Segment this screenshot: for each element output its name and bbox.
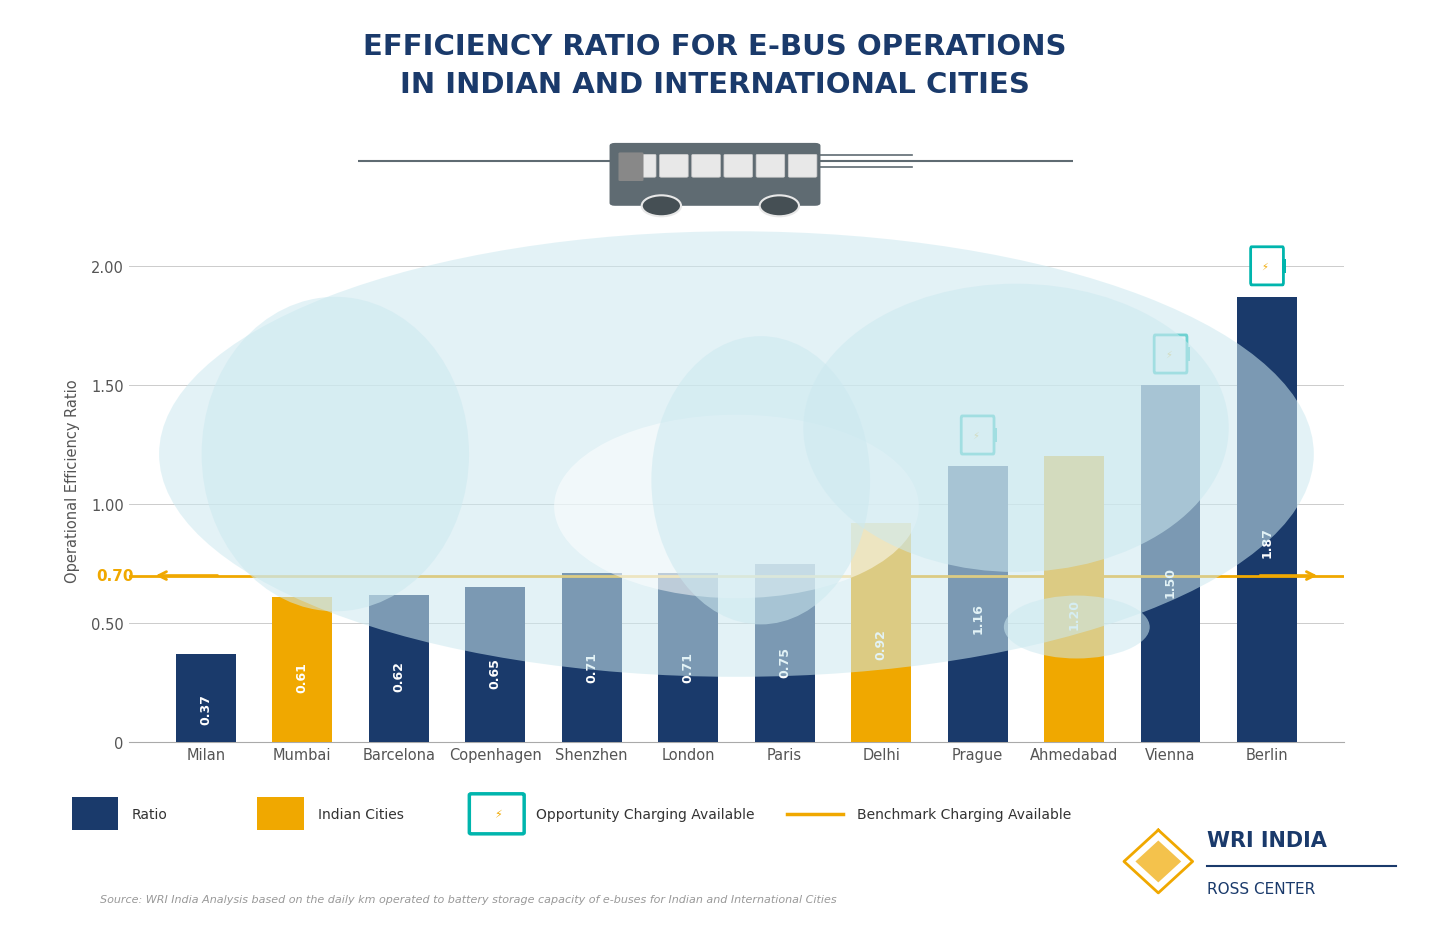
Text: ⚡: ⚡ — [493, 809, 502, 819]
Bar — [1141, 386, 1200, 743]
Bar — [1044, 457, 1104, 743]
FancyBboxPatch shape — [659, 155, 688, 178]
Ellipse shape — [652, 337, 869, 625]
FancyBboxPatch shape — [1154, 336, 1187, 373]
Bar — [1283, 260, 1287, 273]
FancyBboxPatch shape — [724, 155, 752, 178]
Text: ROSS CENTER: ROSS CENTER — [1207, 882, 1316, 896]
Text: 0.61: 0.61 — [296, 662, 309, 693]
Bar — [273, 598, 332, 743]
Circle shape — [642, 196, 681, 217]
Ellipse shape — [804, 285, 1228, 572]
Text: Source: WRI India Analysis based on the daily km operated to battery storage cap: Source: WRI India Analysis based on the … — [100, 895, 837, 904]
Bar — [1237, 297, 1297, 743]
FancyBboxPatch shape — [469, 794, 525, 834]
Circle shape — [759, 196, 799, 217]
Text: 0.70: 0.70 — [96, 568, 133, 584]
Bar — [562, 573, 622, 743]
Bar — [658, 573, 718, 743]
Text: 0.37: 0.37 — [199, 694, 213, 724]
Bar — [948, 466, 1008, 743]
Text: 1.87: 1.87 — [1260, 526, 1274, 558]
Text: WRI INDIA: WRI INDIA — [1207, 831, 1327, 850]
Text: 0.71: 0.71 — [585, 651, 598, 682]
Text: 0.71: 0.71 — [682, 651, 695, 682]
Text: 0.65: 0.65 — [489, 658, 502, 688]
Bar — [755, 564, 815, 743]
Text: 1.50: 1.50 — [1164, 566, 1177, 598]
Text: EFFICIENCY RATIO FOR E-BUS OPERATIONS: EFFICIENCY RATIO FOR E-BUS OPERATIONS — [363, 33, 1067, 61]
FancyBboxPatch shape — [628, 155, 656, 178]
Text: Opportunity Charging Available: Opportunity Charging Available — [536, 807, 755, 821]
FancyBboxPatch shape — [961, 417, 994, 455]
Bar — [851, 524, 911, 743]
Text: Ratio: Ratio — [132, 807, 167, 821]
Text: 0.75: 0.75 — [778, 646, 791, 678]
Text: ⚡: ⚡ — [1165, 349, 1173, 360]
FancyBboxPatch shape — [692, 155, 721, 178]
Text: ⚡: ⚡ — [972, 430, 980, 441]
Bar — [1185, 348, 1190, 362]
Text: Benchmark Charging Available: Benchmark Charging Available — [857, 807, 1071, 821]
Bar — [465, 588, 525, 743]
Text: Indian Cities: Indian Cities — [317, 807, 403, 821]
Ellipse shape — [202, 297, 469, 612]
Ellipse shape — [1004, 596, 1150, 659]
Text: 1.16: 1.16 — [971, 603, 984, 634]
FancyBboxPatch shape — [1251, 248, 1283, 286]
Polygon shape — [1135, 841, 1181, 883]
Text: 1.20: 1.20 — [1068, 599, 1081, 629]
Text: IN INDIAN AND INTERNATIONAL CITIES: IN INDIAN AND INTERNATIONAL CITIES — [400, 71, 1030, 99]
Bar — [72, 798, 117, 830]
Bar — [992, 428, 997, 442]
Ellipse shape — [159, 232, 1314, 677]
Text: 0.92: 0.92 — [875, 628, 888, 660]
Y-axis label: Operational Efficiency Ratio: Operational Efficiency Ratio — [64, 379, 80, 583]
FancyBboxPatch shape — [609, 144, 821, 207]
Ellipse shape — [553, 415, 918, 599]
FancyBboxPatch shape — [756, 155, 785, 178]
Bar — [176, 655, 236, 743]
FancyBboxPatch shape — [788, 155, 817, 178]
Bar — [257, 798, 305, 830]
Text: 0.62: 0.62 — [392, 661, 405, 691]
FancyBboxPatch shape — [618, 153, 644, 182]
Bar — [369, 595, 429, 743]
Text: ⚡: ⚡ — [1261, 262, 1268, 271]
